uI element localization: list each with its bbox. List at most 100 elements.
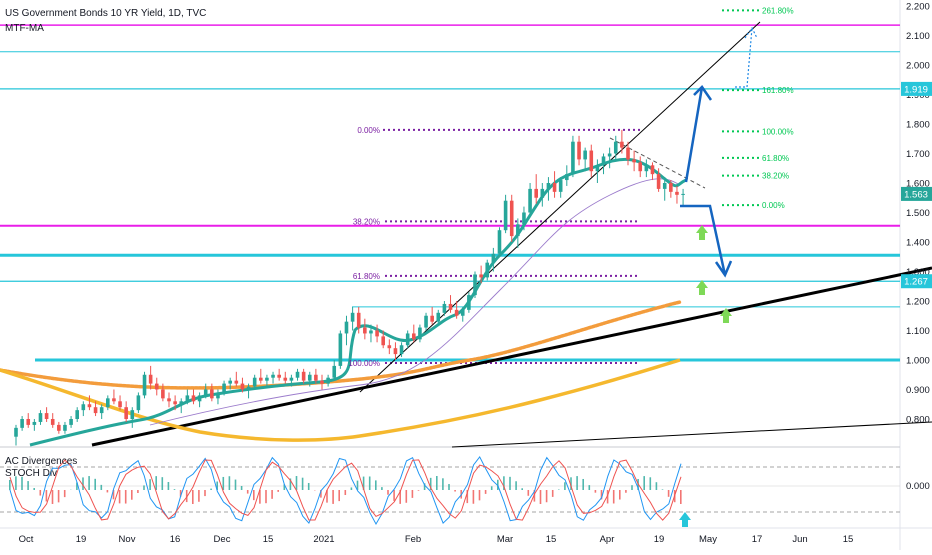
candle-body[interactable] <box>26 419 30 425</box>
candle-body[interactable] <box>45 413 49 419</box>
candle-body[interactable] <box>57 425 61 431</box>
candle-body[interactable] <box>638 162 642 171</box>
candle-body[interactable] <box>106 398 110 407</box>
candle-body[interactable] <box>510 201 514 236</box>
candle-body[interactable] <box>547 183 551 189</box>
candle-body[interactable] <box>20 419 24 428</box>
candle-body[interactable] <box>118 401 122 407</box>
candle-body[interactable] <box>210 390 214 399</box>
candle-body[interactable] <box>357 313 361 328</box>
candle-body[interactable] <box>443 304 447 313</box>
candle-body[interactable] <box>369 331 373 334</box>
candle-body[interactable] <box>88 404 92 407</box>
candle-body[interactable] <box>669 183 673 192</box>
candle-body[interactable] <box>167 398 171 401</box>
candle-body[interactable] <box>522 213 526 225</box>
candle-body[interactable] <box>302 372 306 381</box>
candle-body[interactable] <box>485 263 489 278</box>
candle-body[interactable] <box>645 165 649 171</box>
candle-body[interactable] <box>528 189 532 213</box>
candle-body[interactable] <box>363 328 367 334</box>
candle-body[interactable] <box>314 375 318 381</box>
candle-body[interactable] <box>424 316 428 328</box>
candle-body[interactable] <box>63 425 67 431</box>
candle-body[interactable] <box>100 407 104 413</box>
candle-body[interactable] <box>345 322 349 334</box>
candle-body[interactable] <box>277 375 281 378</box>
candle-body[interactable] <box>137 395 141 410</box>
candle-body[interactable] <box>265 378 269 381</box>
candle-body[interactable] <box>504 201 508 231</box>
candle-body[interactable] <box>663 183 667 189</box>
candle-body[interactable] <box>577 142 581 160</box>
candle-body[interactable] <box>571 142 575 174</box>
candle-body[interactable] <box>657 174 661 189</box>
candle-body[interactable] <box>602 156 606 165</box>
candle-body[interactable] <box>534 189 538 198</box>
candle-body[interactable] <box>455 310 459 316</box>
indicator-label-mtf-ma[interactable]: MTF-MA <box>5 23 44 34</box>
candle-body[interactable] <box>608 154 612 157</box>
candle-body[interactable] <box>479 274 483 277</box>
candle-body[interactable] <box>381 336 385 345</box>
candle-body[interactable] <box>589 151 593 172</box>
candle-body[interactable] <box>259 378 263 381</box>
candle-body[interactable] <box>290 378 294 381</box>
candle-body[interactable] <box>235 381 239 384</box>
candle-body[interactable] <box>412 333 416 339</box>
candle-body[interactable] <box>651 165 655 174</box>
candle-body[interactable] <box>155 384 159 390</box>
candle-body[interactable] <box>179 401 183 404</box>
candle-body[interactable] <box>388 345 392 348</box>
candle-body[interactable] <box>130 410 134 419</box>
candle-body[interactable] <box>308 375 312 381</box>
candle-body[interactable] <box>583 151 587 160</box>
candle-body[interactable] <box>75 410 79 419</box>
candle-body[interactable] <box>565 174 569 180</box>
candle-body[interactable] <box>332 366 336 378</box>
indicator-label-stoch-div[interactable]: STOCH Div <box>5 468 57 479</box>
candle-body[interactable] <box>394 348 398 354</box>
candle-body[interactable] <box>82 404 86 410</box>
candle-body[interactable] <box>449 304 453 310</box>
candle-body[interactable] <box>516 224 520 236</box>
candle-body[interactable] <box>173 401 177 404</box>
candle-body[interactable] <box>161 390 165 399</box>
candle-body[interactable] <box>271 375 275 378</box>
candle-body[interactable] <box>418 328 422 340</box>
candle-body[interactable] <box>51 419 55 425</box>
candle-body[interactable] <box>375 331 379 337</box>
candle-body[interactable] <box>216 392 220 398</box>
candle-body[interactable] <box>124 407 128 419</box>
candle-body[interactable] <box>406 333 410 345</box>
candle-body[interactable] <box>228 381 232 384</box>
candle-body[interactable] <box>326 378 330 384</box>
candle-body[interactable] <box>436 313 440 322</box>
candle-body[interactable] <box>112 398 116 401</box>
candle-body[interactable] <box>14 428 18 437</box>
candle-body[interactable] <box>626 148 630 160</box>
candle-body[interactable] <box>632 159 636 162</box>
candle-body[interactable] <box>296 372 300 378</box>
candle-body[interactable] <box>198 395 202 401</box>
candle-body[interactable] <box>94 407 98 413</box>
candle-body[interactable] <box>681 194 685 195</box>
candle-body[interactable] <box>204 390 208 396</box>
candle-body[interactable] <box>620 142 624 148</box>
candle-body[interactable] <box>33 422 37 425</box>
candle-body[interactable] <box>498 230 502 254</box>
candle-body[interactable] <box>283 378 287 381</box>
candle-body[interactable] <box>473 274 477 295</box>
candle-body[interactable] <box>461 310 465 316</box>
candle-body[interactable] <box>339 333 343 365</box>
candle-body[interactable] <box>492 254 496 263</box>
candle-body[interactable] <box>320 381 324 384</box>
candle-body[interactable] <box>69 419 73 425</box>
candle-body[interactable] <box>222 384 226 393</box>
candle-body[interactable] <box>186 395 190 401</box>
candle-body[interactable] <box>39 413 43 422</box>
candle-body[interactable] <box>192 395 196 401</box>
candle-body[interactable] <box>430 316 434 322</box>
indicator-label-ac-divergences[interactable]: AC Divergences <box>5 456 77 467</box>
